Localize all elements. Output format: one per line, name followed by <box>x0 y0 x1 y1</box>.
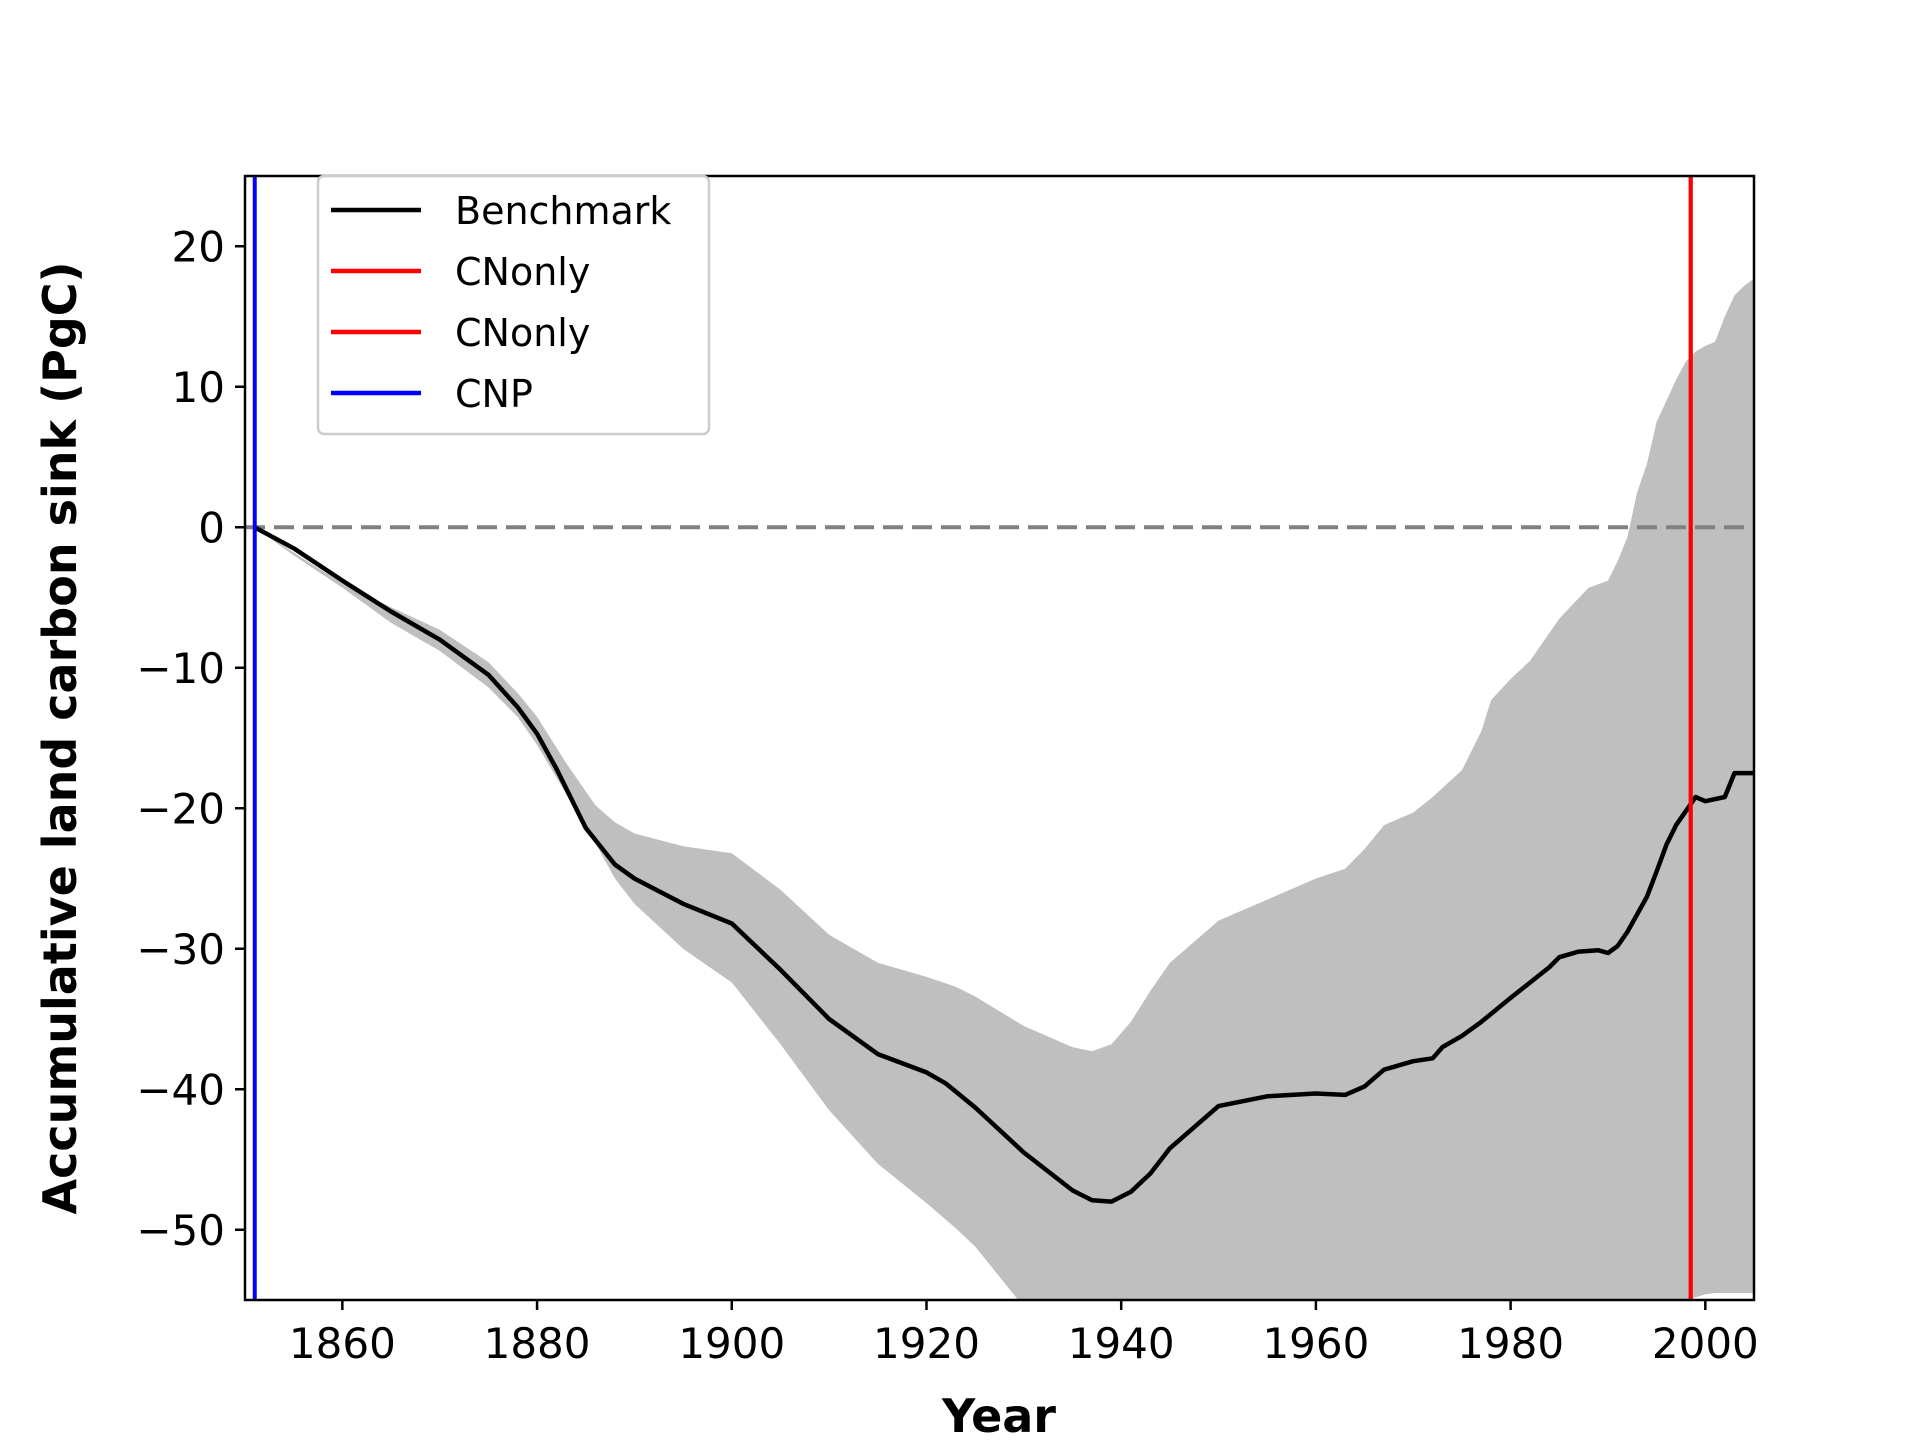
legend-label: CNonly <box>455 311 590 355</box>
y-tick-label: −20 <box>136 784 225 833</box>
legend-box <box>316 174 711 436</box>
y-tick-label: −40 <box>136 1065 225 1114</box>
x-tick-label: 1940 <box>1068 1319 1175 1368</box>
x-axis-title: Year <box>941 1389 1056 1440</box>
legend-label: CNonly <box>455 250 590 294</box>
y-tick-label: 20 <box>172 222 225 271</box>
legend: Benchmark CNonly CNonly CNP <box>316 174 711 436</box>
band-layer <box>254 278 1754 1300</box>
x-tick-label: 1880 <box>484 1319 591 1368</box>
x-tick-label: 1900 <box>678 1319 785 1368</box>
uncertainty-band <box>254 278 1754 1300</box>
x-tick-label: 2000 <box>1652 1319 1759 1368</box>
y-tick-label: −50 <box>136 1206 225 1255</box>
y-tick-label: 10 <box>172 363 225 412</box>
x-tick-label: 1980 <box>1457 1319 1564 1368</box>
y-axis-title: Accumulative land carbon sink (PgC) <box>33 261 87 1214</box>
x-tick-label: 1920 <box>873 1319 980 1368</box>
y-tick-label: −30 <box>136 925 225 974</box>
legend-label: CNP <box>455 372 533 416</box>
y-tick-label: 0 <box>198 503 225 552</box>
y-tick-label: −10 <box>136 644 225 693</box>
series-layer <box>252 176 1754 1300</box>
x-tick-label: 1860 <box>289 1319 396 1368</box>
legend-label: Benchmark <box>455 189 671 233</box>
x-tick-label: 1960 <box>1262 1319 1369 1368</box>
plot-frame <box>243 174 1756 1302</box>
series-line-benchmark <box>253 525 1754 1204</box>
tick-layer: 1860 1880 1900 1920 1940 1960 1980 2000 20 10 0 −10… <box>136 222 1758 1368</box>
